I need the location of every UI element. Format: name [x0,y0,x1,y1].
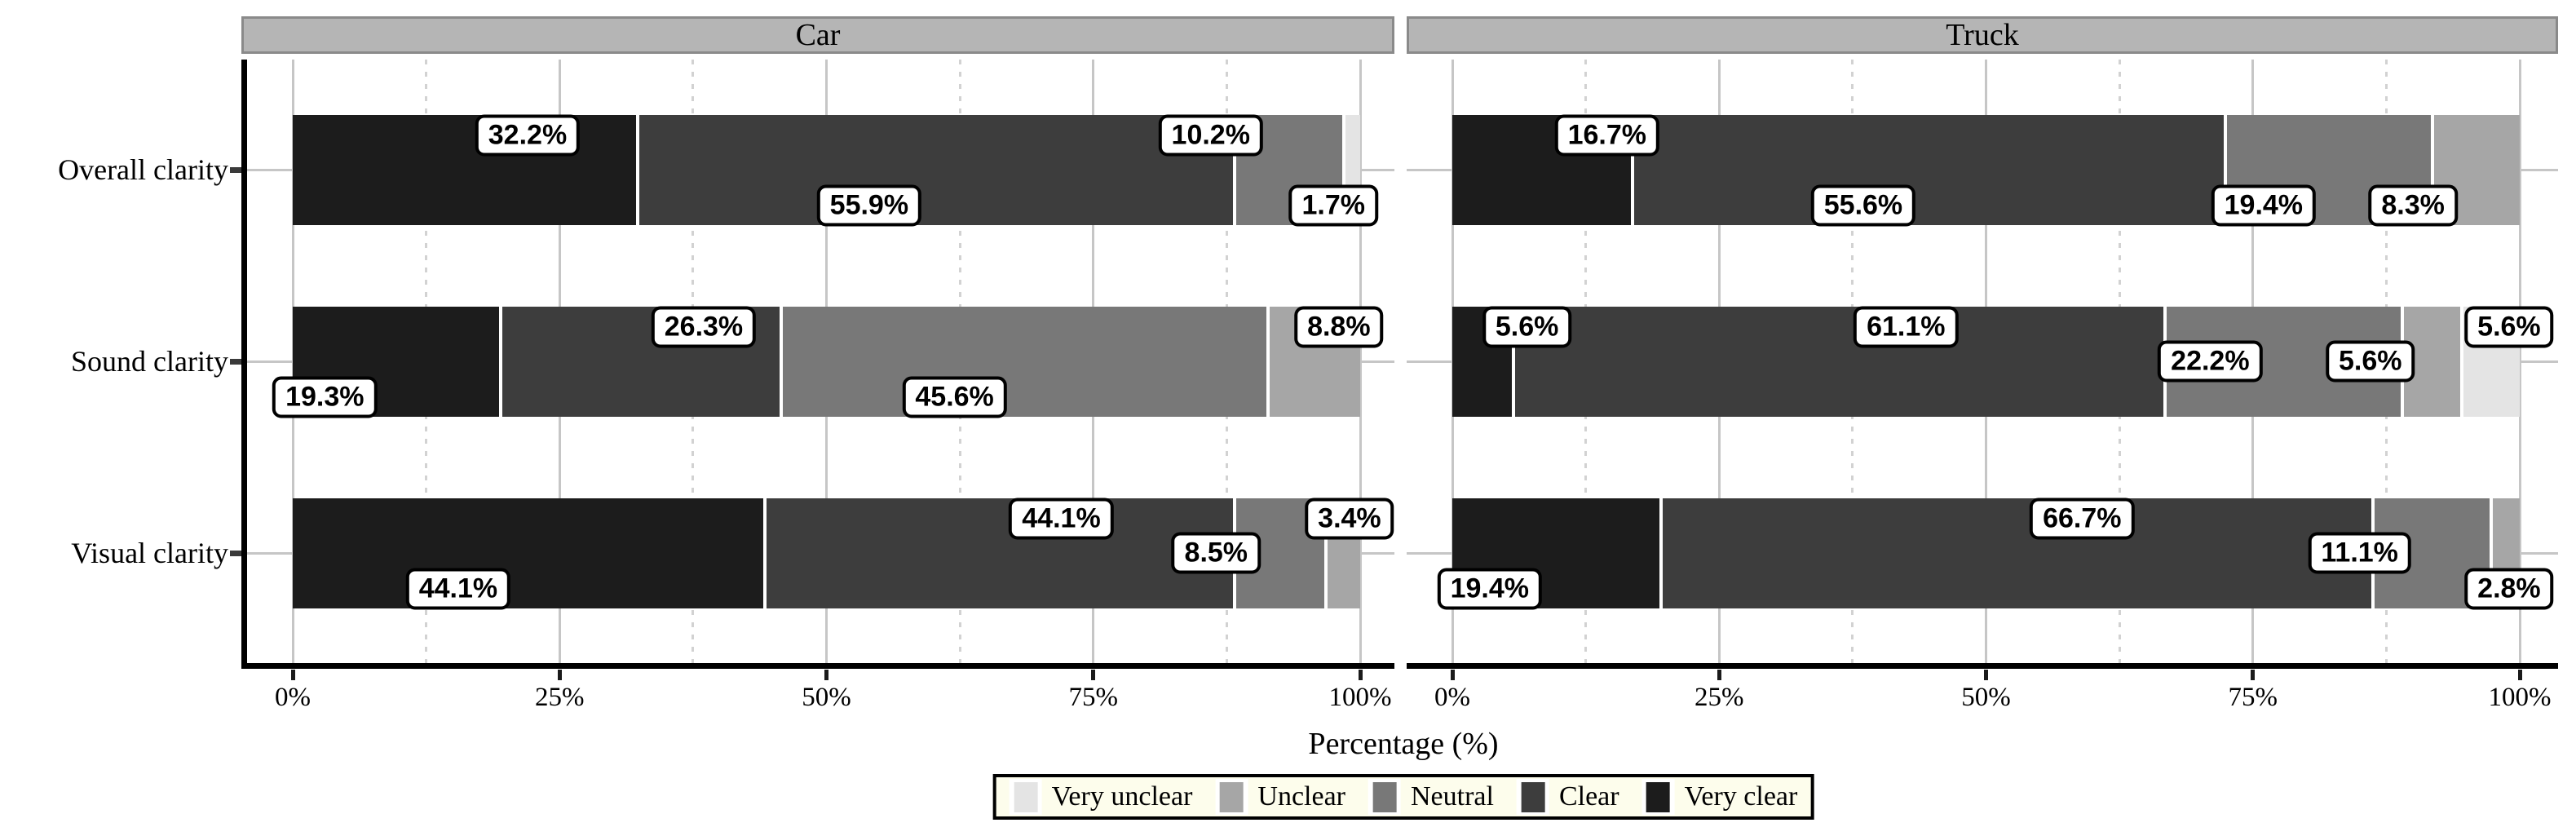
legend-label: Very clear [1684,781,1798,812]
x-tick [824,670,828,680]
x-tick [1091,670,1096,680]
y-axis-label: Sound clarity [71,345,228,378]
y-axis-label: Visual clarity [71,537,228,569]
legend-item: Very clear [1641,779,1798,815]
x-tick [1717,670,1721,680]
facet-title-truck: Truck [1946,18,2019,52]
bar-value-label: 16.7% [1554,114,1659,157]
bar-segment [1659,498,2372,608]
bar-value-label: 2.8% [2464,568,2554,610]
x-tick [557,670,562,680]
y-axis-line [241,60,247,669]
x-tick [2251,670,2256,680]
y-tick [230,166,241,173]
gridline-major [1359,60,1362,663]
bar-value-label: 55.6% [1810,184,1916,227]
bar-value-label: 19.4% [1437,568,1543,610]
x-tick-label: 100% [1328,683,1392,712]
panel-truck: 16.7% 55.6% 19.4% 8.3% 5.6% 61.1% 22.2% 5.6% 5.6… [1407,60,2558,712]
x-tick-label: 75% [2228,683,2278,712]
bar-value-label: 22.2% [2158,340,2263,383]
legend-key [1516,779,1549,815]
bar-value-label: 3.4% [1305,498,1394,540]
x-tick-label: 50% [1961,683,2011,712]
legend: Very unclear Unclear Neutral Clear Very clea… [992,774,1814,820]
legend-key [1009,779,1042,815]
legend-item: Neutral [1368,779,1494,815]
bar-value-label: 11.1% [2308,532,2411,574]
legend-swatch [1219,781,1244,812]
bar-value-label: 19.3% [272,376,378,418]
legend-key [1368,779,1402,815]
legend-label: Clear [1558,781,1619,812]
bar-value-label: 1.7% [1288,184,1379,227]
stacked-bar [293,306,1360,417]
legend-swatch [1014,781,1038,812]
bar-segment [293,114,637,225]
bar-value-label: 19.4% [2211,184,2317,227]
legend-items: Very unclear Unclear Neutral Clear Very clea… [1009,779,1798,815]
x-tick-label: 100% [2488,683,2552,712]
x-tick-label: 25% [535,683,585,712]
x-tick [1358,670,1363,680]
legend-item: Unclear [1215,779,1345,815]
bar-value-label: 26.3% [651,306,757,348]
legend-key [1215,779,1248,815]
x-tick [1450,670,1455,680]
x-tick [1984,670,1988,680]
bar-value-label: 66.7% [2030,498,2135,540]
legend-label: Unclear [1257,781,1346,812]
bar-value-label: 61.1% [1854,306,1959,348]
bar-segment [636,114,1234,225]
x-tick-label: 0% [1434,683,1470,712]
y-tick [230,550,241,556]
bar-value-label: 44.1% [405,568,511,610]
bar-value-label: 8.3% [2368,184,2458,227]
x-tick-label: 50% [802,683,851,712]
legend-label: Neutral [1411,781,1494,812]
x-tick-label: 0% [275,683,311,712]
stacked-bar [293,498,1360,608]
legend-item: Clear [1516,779,1619,815]
bar-segment [762,498,1234,608]
bar-segment [779,306,1266,417]
legend-label: Very unclear [1051,781,1193,812]
bar-value-label: 45.6% [902,376,1007,418]
stacked-bar [293,114,1360,225]
facet-strip-car: Car [241,16,1394,54]
y-axis-labels: Overall clarity Sound clarity Visual clari… [0,0,243,836]
facet-strip-truck: Truck [1407,16,2558,54]
facet-title-car: Car [795,18,841,52]
x-tick-label: 25% [1695,683,1744,712]
bar-value-label: 5.6% [2325,340,2415,383]
x-axis-title: Percentage (%) [1308,727,1499,761]
bar-value-label: 44.1% [1009,498,1114,540]
x-tick [2517,670,2522,680]
x-axis-line-truck [1407,663,2558,669]
bar-segment [1512,306,2164,417]
panel-car: 32.2% 55.9% 10.2% 1.7% 19.3% 26.3% 45.6% 8.8% 44… [247,60,1394,712]
legend-swatch [1646,781,1671,812]
bar-value-label: 5.6% [2464,306,2554,348]
bar-value-label: 8.8% [1294,306,1384,348]
legend-item: Very unclear [1009,779,1193,815]
x-tick-label: 75% [1068,683,1119,712]
legend-swatch [1521,781,1545,812]
bar-segment [1630,114,2225,225]
bar-value-label: 8.5% [1171,532,1261,574]
bar-value-label: 10.2% [1158,114,1263,157]
bar-value-label: 55.9% [816,184,922,227]
x-tick [290,670,295,680]
legend-key [1641,779,1675,815]
bar-value-label: 32.2% [475,114,581,157]
bar-segment [293,498,763,608]
y-axis-label: Overall clarity [58,153,228,186]
bar-value-label: 5.6% [1482,306,1572,348]
y-tick [230,358,241,365]
x-axis-line-car [241,663,1394,669]
legend-swatch [1372,781,1397,812]
